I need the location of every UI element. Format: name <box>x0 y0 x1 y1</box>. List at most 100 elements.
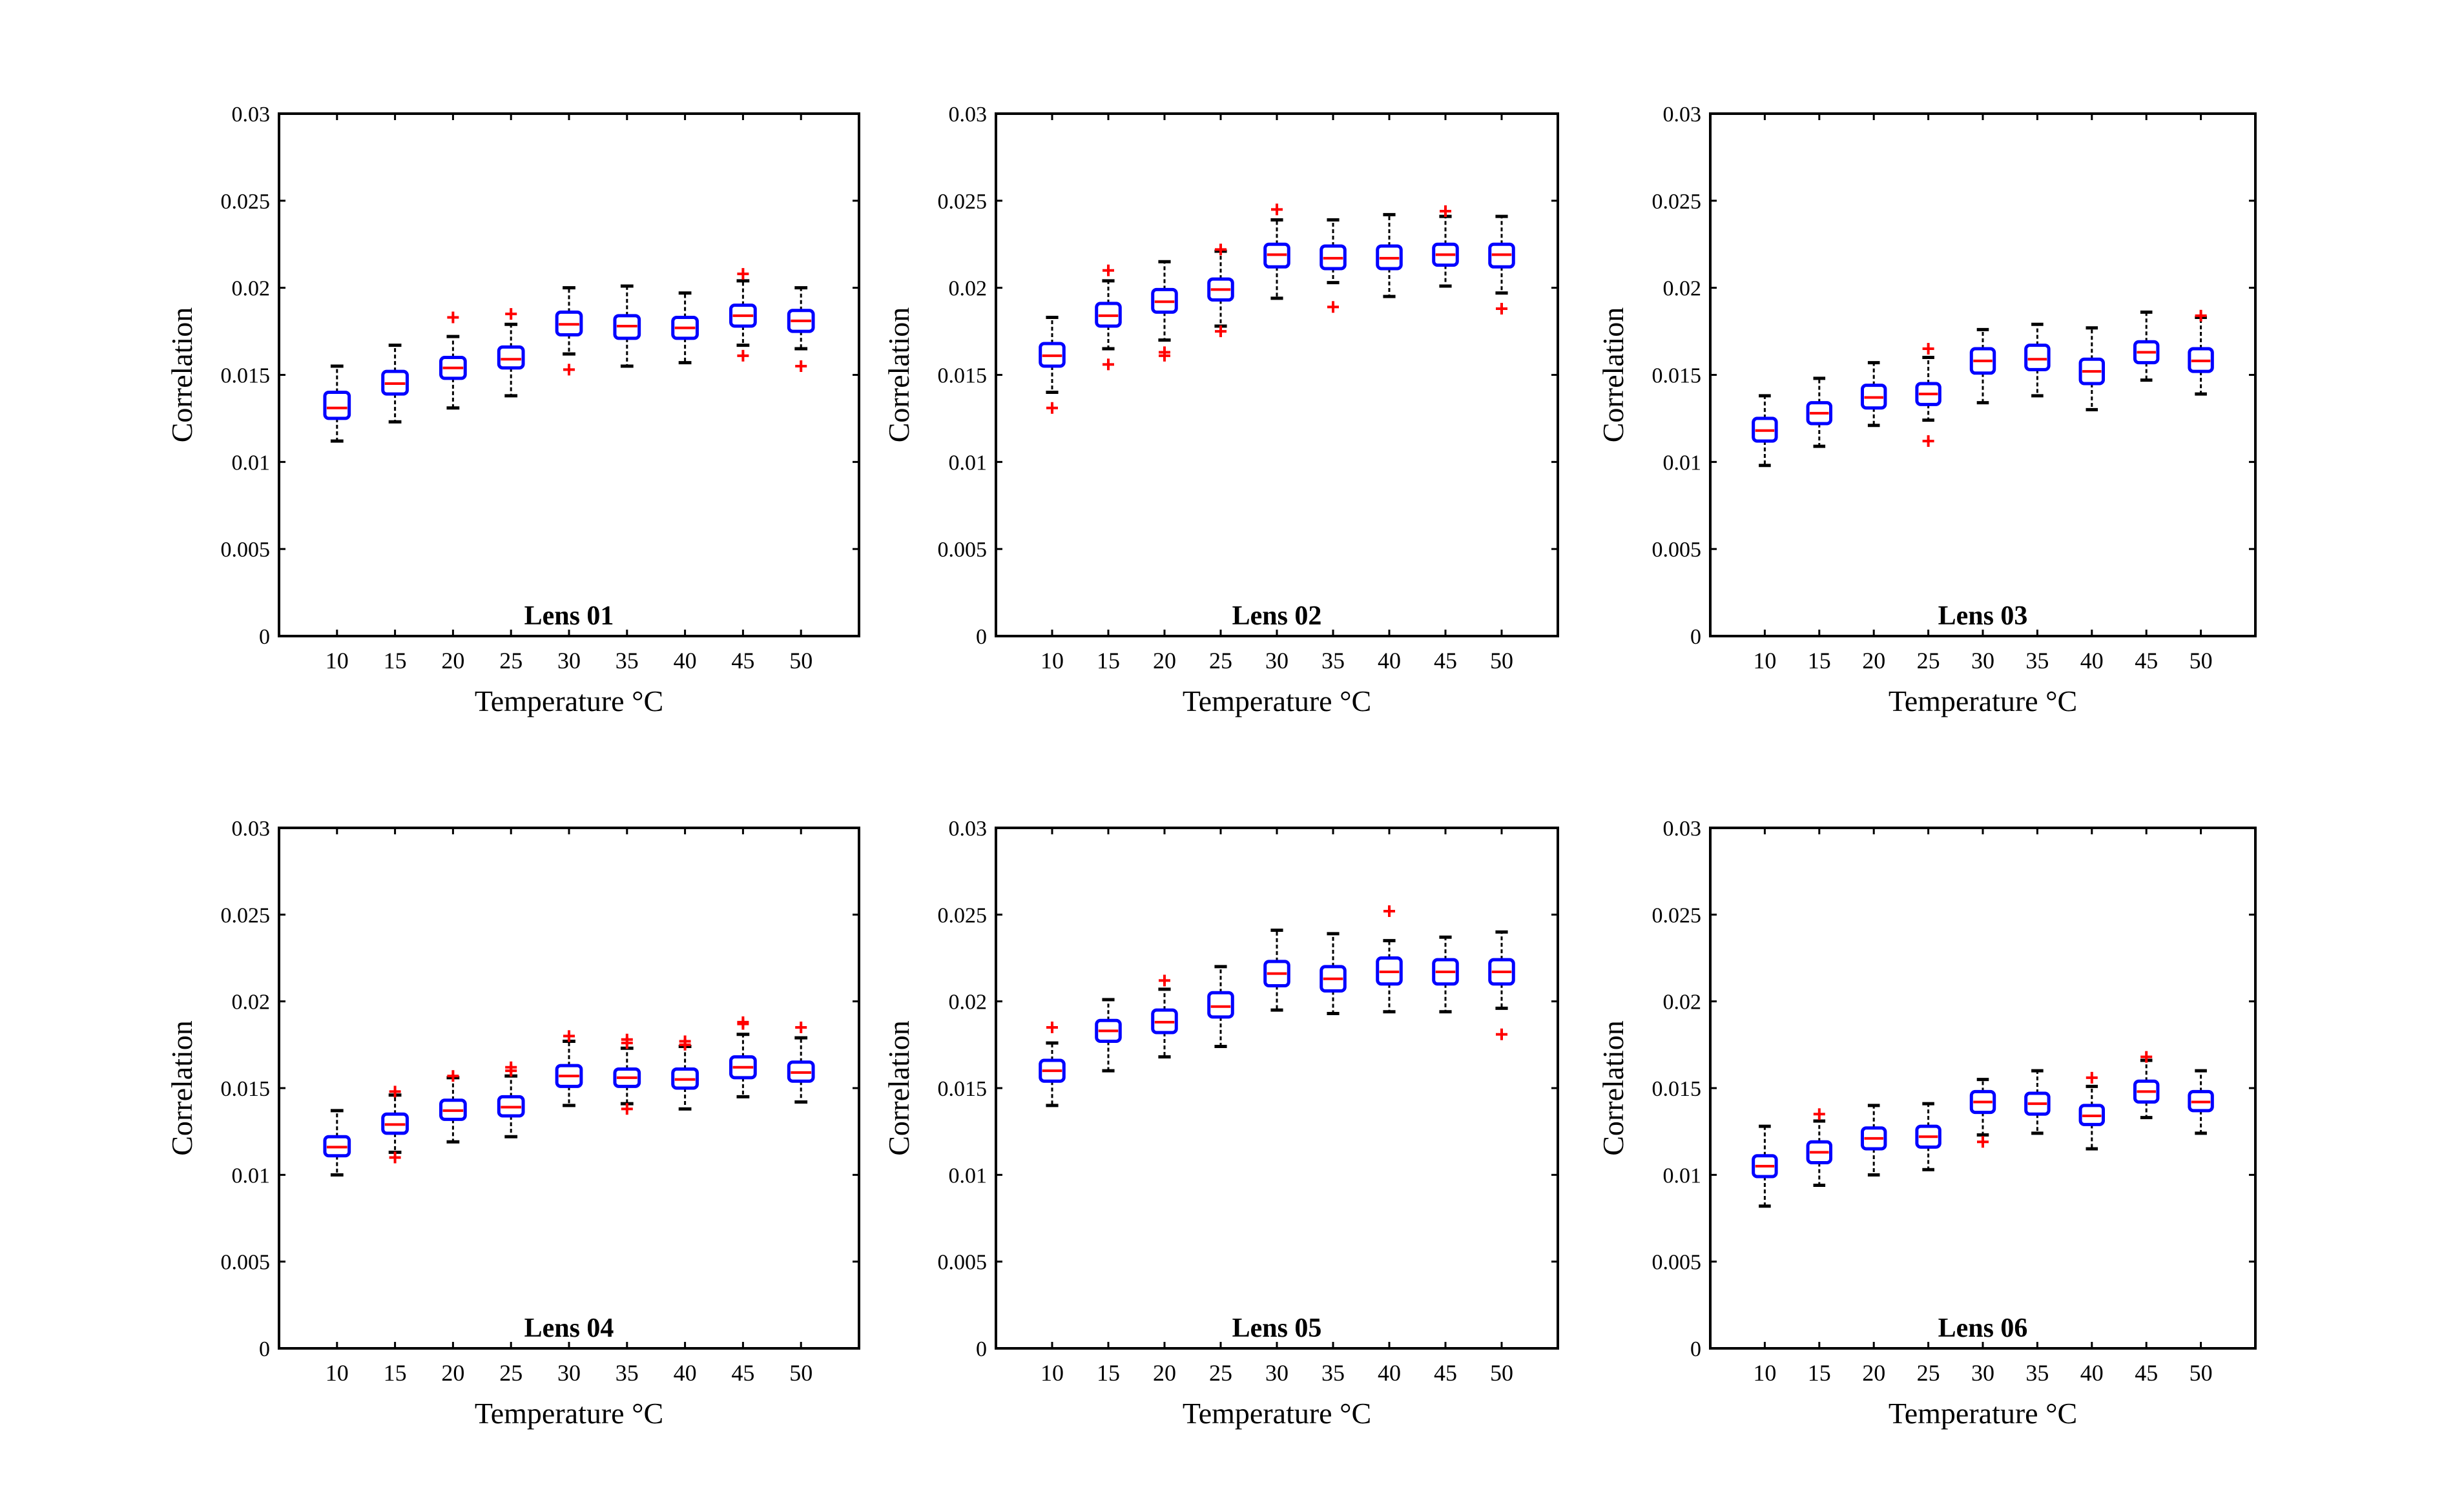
box-10 <box>1752 394 1778 468</box>
x-tick-label: 40 <box>674 1360 697 1386</box>
x-tick-label: 15 <box>1808 648 1831 674</box>
box-iqr <box>497 1095 525 1118</box>
box-10 <box>323 364 351 443</box>
box-iqr <box>671 1067 699 1090</box>
box-45 <box>729 1016 757 1098</box>
x-tick-label: 30 <box>1265 1360 1289 1386</box>
x-tick-label: 10 <box>326 1360 349 1386</box>
box-20 <box>1151 974 1178 1059</box>
box-iqr <box>1752 417 1778 443</box>
outlier-marker <box>1440 205 1451 218</box>
box-10 <box>1039 316 1066 414</box>
x-tick-label: 15 <box>1097 1360 1120 1386</box>
box-45 <box>1432 205 1459 288</box>
box-iqr <box>439 356 467 380</box>
outlier-marker <box>737 1016 749 1028</box>
x-tick-label: 20 <box>441 1360 464 1386</box>
y-tick-label: 0.03 <box>232 103 271 127</box>
x-tick-label: 45 <box>2135 1360 2158 1386</box>
box-25 <box>1207 965 1234 1049</box>
x-tick-label: 10 <box>1040 1360 1064 1386</box>
x-tick-label: 45 <box>731 648 754 674</box>
box-35 <box>2024 1069 2051 1135</box>
box-35 <box>613 284 641 368</box>
box-iqr <box>1039 1058 1066 1083</box>
box-iqr <box>555 1064 583 1088</box>
x-tick-label: 15 <box>1097 648 1120 674</box>
x-tick-label: 35 <box>2025 1360 2049 1386</box>
box-iqr <box>671 316 699 340</box>
box-10 <box>1752 1124 1778 1208</box>
box-50 <box>1488 214 1515 315</box>
box-iqr <box>1095 1018 1122 1043</box>
y-tick-label: 0.03 <box>232 817 271 841</box>
box-iqr <box>1806 1140 1833 1165</box>
x-tick-label: 35 <box>616 648 639 674</box>
y-tick-label: 0.015 <box>1652 1077 1702 1101</box>
box-50 <box>787 286 815 373</box>
box-iqr <box>1207 277 1234 302</box>
panel-title: Lens 05 <box>1232 1313 1322 1343</box>
x-tick-label: 15 <box>1808 1360 1831 1386</box>
outlier-marker <box>1327 301 1339 313</box>
y-tick-label: 0.02 <box>232 991 271 1014</box>
box-iqr <box>1376 244 1403 271</box>
box-15 <box>1806 376 1833 448</box>
box-iqr <box>1320 244 1347 271</box>
x-tick-label: 25 <box>499 648 523 674</box>
box-iqr <box>1376 956 1403 986</box>
box-35 <box>1320 932 1347 1015</box>
x-tick-label: 40 <box>2080 1360 2104 1386</box>
axes-frame <box>995 827 1559 1350</box>
y-tick-label: 0.03 <box>949 103 988 127</box>
box-iqr <box>1488 242 1515 269</box>
y-tick-label: 0.03 <box>949 817 988 841</box>
box-50 <box>2188 309 2214 396</box>
box-20 <box>1860 1104 1887 1177</box>
x-axis-label: Temperature °C <box>1889 1397 2077 1430</box>
x-tick-label: 50 <box>1490 648 1513 674</box>
box-iqr <box>2133 340 2160 365</box>
x-tick-label: 15 <box>384 648 407 674</box>
x-tick-label: 45 <box>2135 648 2158 674</box>
box-iqr <box>555 310 583 336</box>
box-iqr <box>1969 347 1996 375</box>
outlier-marker <box>1103 358 1114 371</box>
box-iqr <box>381 1112 409 1135</box>
outlier-marker <box>389 1151 401 1164</box>
y-tick-label: 0.015 <box>1652 364 1702 388</box>
y-tick-label: 0.025 <box>221 190 271 214</box>
panel-title: Lens 03 <box>1938 601 2028 631</box>
y-tick-label: 0.015 <box>938 364 988 388</box>
box-25 <box>1915 343 1941 447</box>
outlier-marker <box>389 1086 401 1098</box>
x-tick-label: 10 <box>326 648 349 674</box>
outlier-marker <box>1215 325 1227 338</box>
y-tick-label: 0.015 <box>221 1077 271 1101</box>
x-axis-label: Temperature °C <box>1889 685 2077 717</box>
y-tick-label: 0.005 <box>938 538 988 562</box>
box-25 <box>1915 1102 1941 1171</box>
x-tick-label: 40 <box>674 648 697 674</box>
box-iqr <box>1752 1154 1778 1179</box>
outlier-marker <box>447 311 459 324</box>
y-tick-label: 0 <box>1690 625 1701 649</box>
outlier-marker <box>2195 309 2207 322</box>
y-tick-label: 0.03 <box>1663 103 1702 127</box>
outlier-marker <box>563 1030 575 1042</box>
y-tick-label: 0.02 <box>232 277 271 301</box>
box-10 <box>323 1109 351 1177</box>
y-tick-label: 0.025 <box>1652 190 1702 214</box>
box-40 <box>2078 326 2106 411</box>
box-iqr <box>1263 960 1290 987</box>
x-tick-label: 50 <box>2190 1360 2213 1386</box>
x-tick-label: 20 <box>441 648 464 674</box>
box-40 <box>671 291 699 365</box>
box-15 <box>381 1086 409 1164</box>
x-axis-label: Temperature °C <box>475 1397 663 1430</box>
y-tick-label: 0.025 <box>938 903 988 927</box>
x-tick-label: 30 <box>557 1360 581 1386</box>
x-tick-label: 30 <box>1971 648 1994 674</box>
box-35 <box>2024 322 2051 398</box>
x-tick-label: 20 <box>1153 1360 1176 1386</box>
